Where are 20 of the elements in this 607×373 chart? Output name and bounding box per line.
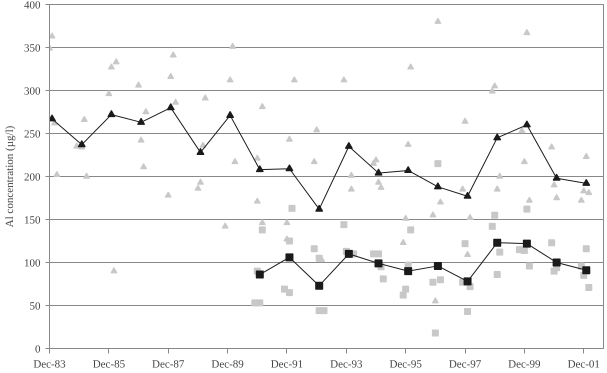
x-tick-label: Dec-99 bbox=[508, 358, 542, 370]
y-tick-label: 100 bbox=[24, 258, 41, 270]
y-tick-label: 150 bbox=[24, 214, 41, 226]
x-tick-label: Dec-83 bbox=[33, 358, 66, 370]
x-tick-label: Dec-85 bbox=[92, 358, 126, 370]
y-tick-label: 250 bbox=[24, 128, 41, 140]
y-tick-label: 300 bbox=[24, 86, 41, 98]
y-tick-label: 200 bbox=[24, 172, 41, 184]
x-tick-label: Dec-93 bbox=[330, 358, 364, 370]
x-tick-label: Dec-97 bbox=[448, 358, 482, 370]
x-tick-label: Dec-89 bbox=[211, 358, 244, 370]
x-tick-label: Dec-91 bbox=[270, 358, 304, 370]
x-tick-label: Dec-01 bbox=[568, 358, 600, 370]
y-tick-label: 350 bbox=[24, 42, 41, 54]
y-tick-label: 50 bbox=[30, 300, 41, 312]
x-tick-label: Dec-87 bbox=[152, 358, 185, 370]
x-tick-label: Dec-95 bbox=[389, 358, 422, 370]
y-tick-label: 0 bbox=[35, 344, 41, 356]
y-axis-title: Al concentration (µg/l) bbox=[4, 125, 16, 228]
y-tick-label: 400 bbox=[24, 0, 41, 12]
